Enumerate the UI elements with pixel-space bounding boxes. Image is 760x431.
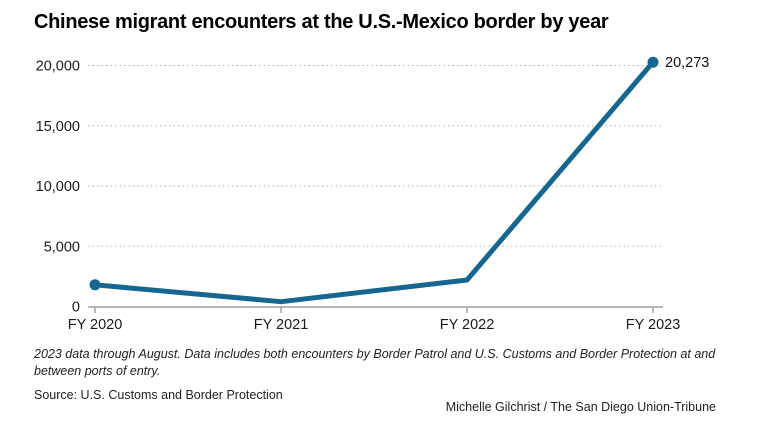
x-tick-label: FY 2021	[254, 317, 309, 333]
data-point-label: 20,273	[665, 55, 709, 71]
y-tick-label: 15,000	[36, 119, 80, 135]
y-tick-label: 10,000	[36, 179, 80, 195]
x-tick-label: FY 2020	[68, 317, 123, 333]
y-tick-label: 0	[72, 300, 80, 316]
byline-credit: Michelle Gilchrist / The San Diego Union…	[445, 400, 716, 414]
x-tick-label: FY 2022	[440, 317, 495, 333]
y-tick-label: 5,000	[44, 239, 80, 255]
y-tick-label: 20,000	[36, 59, 80, 75]
data-point-marker	[647, 56, 659, 68]
chart-title: Chinese migrant encounters at the U.S.-M…	[34, 11, 609, 33]
data-line	[92, 59, 656, 305]
data-point-marker	[89, 279, 101, 291]
source-attribution: Source: U.S. Customs and Border Protecti…	[34, 388, 283, 402]
chart-footnote: 2023 data through August. Data includes …	[34, 347, 716, 378]
x-tick-label: FY 2023	[626, 317, 681, 333]
